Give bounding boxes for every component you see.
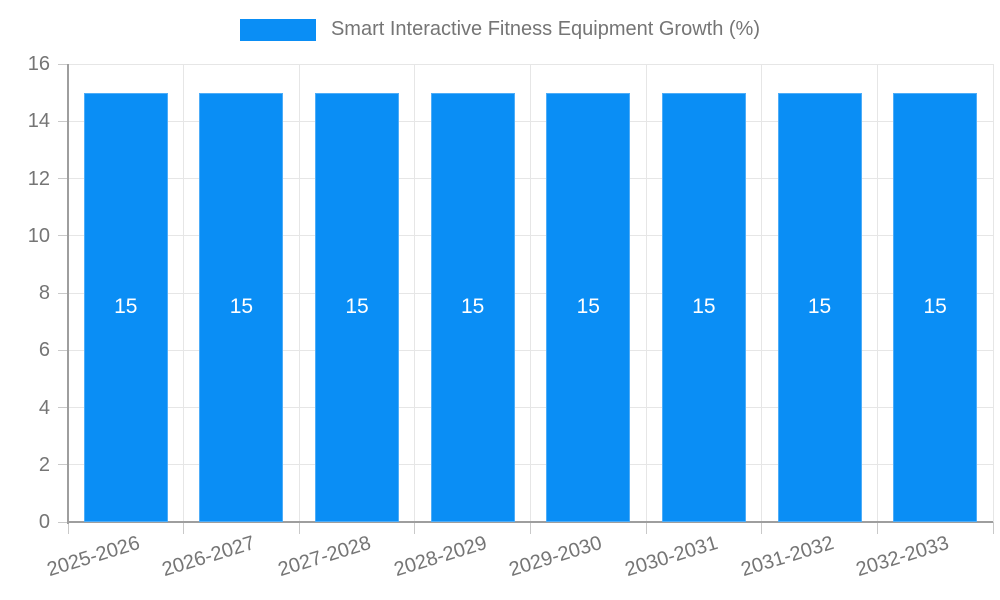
y-axis-line <box>67 64 69 524</box>
bar-value-label: 15 <box>923 295 947 319</box>
y-tick-mark <box>58 120 68 122</box>
y-axis-label: 0 <box>38 511 50 533</box>
bar[interactable] <box>661 92 746 522</box>
gridline-v <box>183 64 185 522</box>
y-axis-label: 10 <box>27 224 50 247</box>
x-tick-mark <box>530 522 531 534</box>
gridline-v <box>645 64 647 522</box>
bar-value-label: 15 <box>461 295 485 319</box>
y-tick-mark <box>58 349 68 351</box>
x-tick-mark <box>298 522 300 534</box>
bar-value-label: 15 <box>345 295 369 319</box>
y-tick-mark <box>58 464 68 466</box>
gridline-v <box>530 64 531 522</box>
legend-swatch <box>239 18 316 41</box>
gridline-v <box>876 64 878 522</box>
y-axis-label: 8 <box>38 282 50 304</box>
x-tick-mark <box>183 522 185 534</box>
bar[interactable] <box>777 92 862 522</box>
bar-value-label: 15 <box>114 295 138 319</box>
gridline-v <box>414 64 416 522</box>
gridline-v <box>992 64 994 522</box>
bar[interactable] <box>315 92 400 522</box>
bar[interactable] <box>893 92 978 522</box>
x-tick-mark <box>992 522 994 534</box>
bar-value-label: 15 <box>576 295 600 319</box>
y-axis-label: 16 <box>27 53 50 75</box>
bar-value-label: 15 <box>229 295 254 319</box>
x-tick-mark <box>645 522 647 534</box>
bar[interactable] <box>83 92 168 522</box>
bar-value-label: 15 <box>692 295 716 319</box>
y-axis-label: 4 <box>38 396 50 419</box>
y-tick-mark <box>58 235 68 237</box>
y-tick-mark <box>58 63 68 65</box>
x-axis-line <box>68 521 993 523</box>
y-tick-mark <box>58 292 68 294</box>
gridline-v <box>761 64 763 522</box>
gridline-v <box>298 64 300 522</box>
x-tick-mark <box>67 522 69 534</box>
bar[interactable] <box>546 92 631 522</box>
y-axis-label: 14 <box>27 110 50 133</box>
bar[interactable] <box>199 92 284 522</box>
bar[interactable] <box>430 92 515 522</box>
y-axis-label: 12 <box>27 167 50 190</box>
x-tick-mark <box>876 522 878 534</box>
y-tick-mark <box>58 178 68 179</box>
bar-value-label: 15 <box>807 295 832 319</box>
x-tick-mark <box>414 522 416 534</box>
y-tick-mark <box>58 407 68 408</box>
y-tick-mark <box>58 521 68 523</box>
y-axis-label: 6 <box>38 339 50 362</box>
x-tick-mark <box>761 522 763 534</box>
legend[interactable]: Smart Interactive Fitness Equipment Grow… <box>0 18 1000 41</box>
legend-label: Smart Interactive Fitness Equipment Grow… <box>330 18 761 40</box>
y-axis-label: 2 <box>38 453 50 476</box>
